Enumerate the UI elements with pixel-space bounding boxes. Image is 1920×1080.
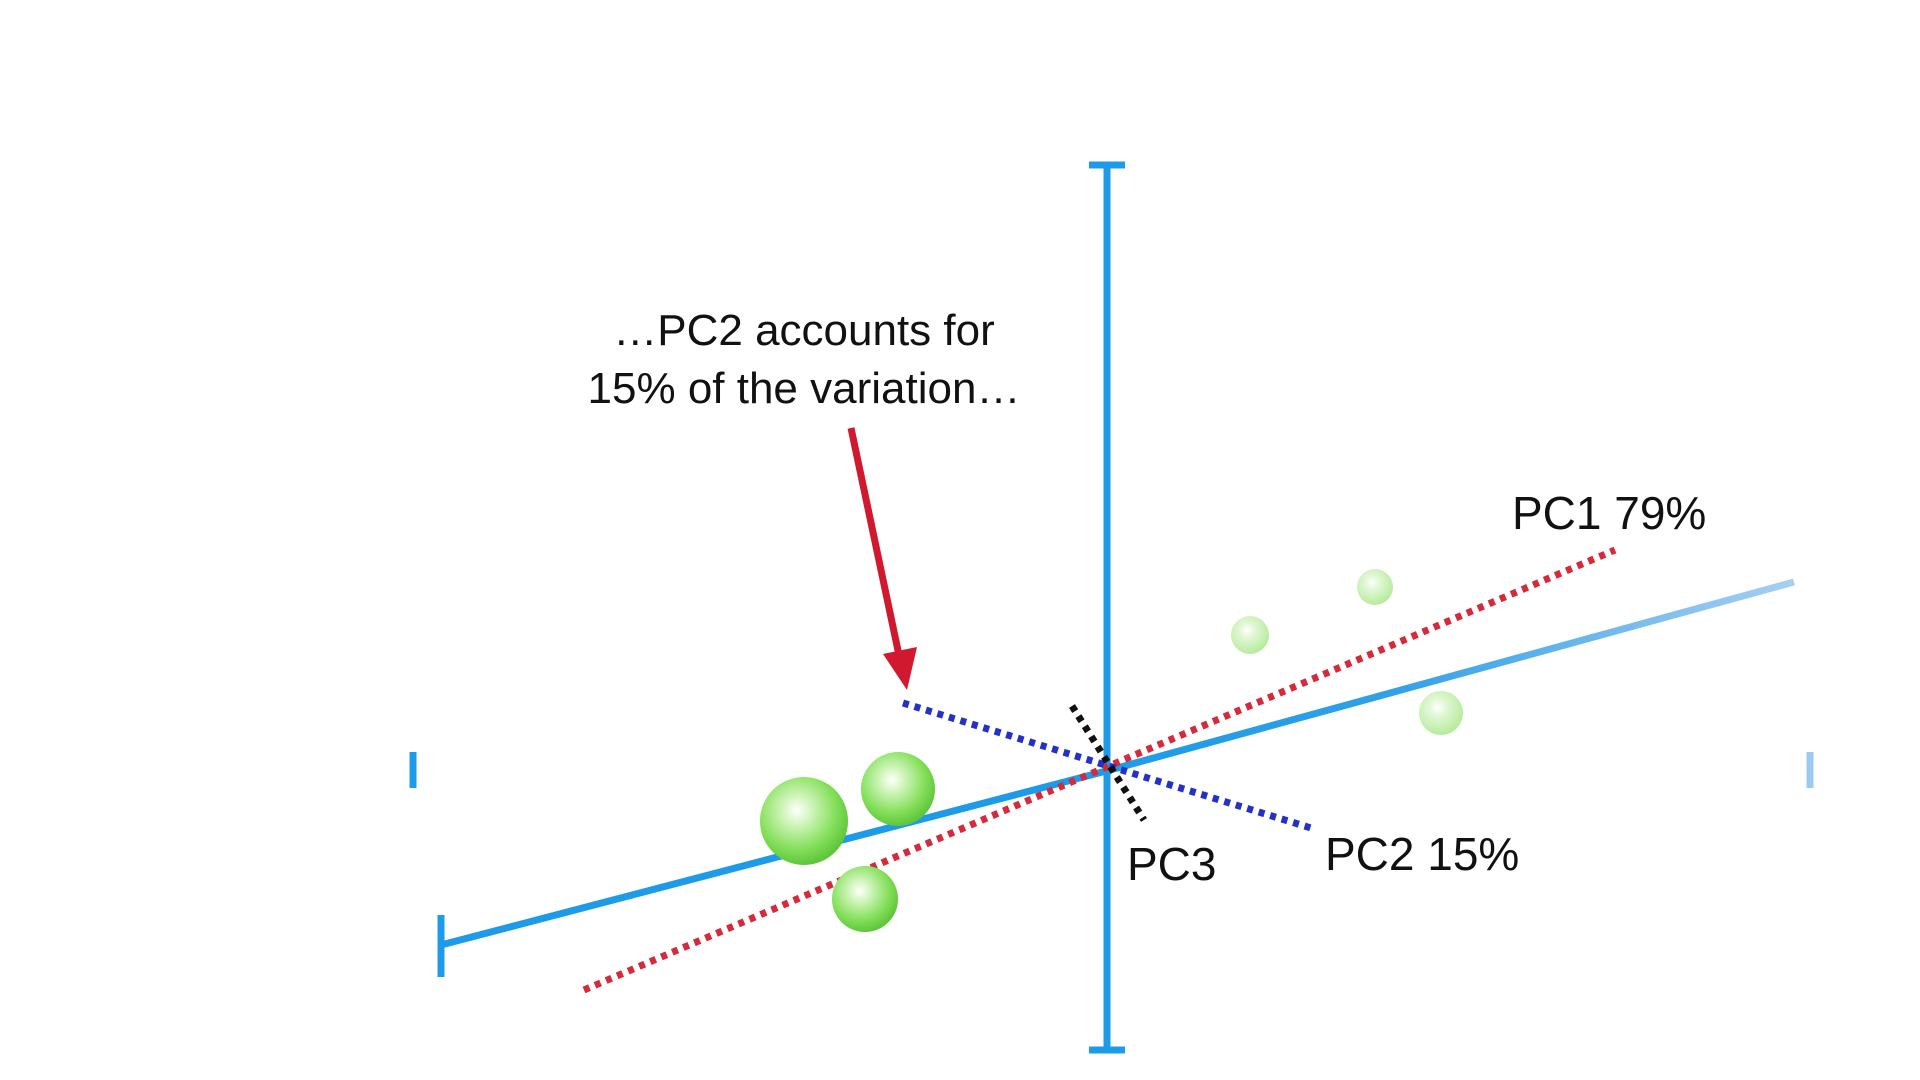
callout-arrow xyxy=(847,427,917,690)
callout-text-line1: …PC2 accounts for xyxy=(613,306,995,355)
data-points xyxy=(760,569,1463,932)
data-point xyxy=(1357,569,1393,605)
data-point xyxy=(1231,616,1269,654)
pc1-label: PC1 79% xyxy=(1512,487,1706,539)
data-point xyxy=(1419,691,1463,735)
data-point xyxy=(861,752,935,826)
data-point xyxy=(832,866,898,932)
data-point xyxy=(760,777,848,865)
tilted-axis xyxy=(437,578,1795,977)
pc3-label: PC3 xyxy=(1127,838,1216,890)
vertical-axis xyxy=(1089,161,1125,1054)
pc2-label: PC2 15% xyxy=(1325,828,1519,880)
pc3-line xyxy=(1069,704,1147,822)
callout-text-line2: 15% of the variation… xyxy=(588,364,1021,413)
